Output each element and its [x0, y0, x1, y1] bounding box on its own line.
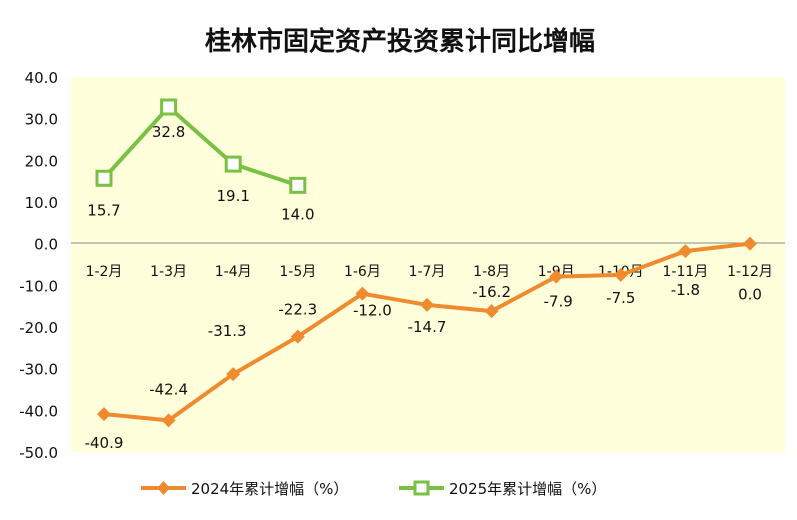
data-point[interactable] [484, 304, 499, 319]
data-point[interactable] [95, 169, 113, 187]
y-tick-label: -40.0 [19, 402, 58, 420]
data-label: 15.7 [87, 201, 120, 219]
diamond-marker-icon [157, 481, 170, 495]
data-label: -31.3 [208, 322, 247, 340]
data-label: -40.9 [85, 434, 124, 452]
series-line [102, 105, 299, 188]
y-tick-label: -20.0 [19, 319, 58, 337]
series-2024: -40.9 -42.4 -31.3 -22.3 -12.0 -14.7 -16.2 -7.9 -… [85, 236, 762, 452]
y-tick-label: -50.0 [19, 444, 58, 462]
legend: 2024年累计增幅（%） 2025年累计增幅（%） [141, 480, 606, 498]
chart-title: 桂林市固定资产投资累计同比增幅 [205, 26, 595, 57]
data-label: 32.8 [152, 123, 185, 141]
data-point[interactable] [160, 98, 178, 116]
legend-item-2024[interactable]: 2024年累计增幅（%） [141, 480, 348, 498]
data-point[interactable] [224, 155, 242, 173]
x-tick-label: 1-4月 [215, 264, 252, 280]
data-label: -12.0 [353, 302, 392, 320]
y-tick-label: 10.0 [25, 194, 58, 212]
data-point[interactable] [161, 413, 176, 428]
data-label: -1.8 [671, 281, 700, 299]
y-tick-label: 0.0 [34, 236, 58, 254]
data-point[interactable] [420, 297, 434, 312]
data-label: -7.9 [544, 293, 573, 311]
y-axis: 40.0 30.0 20.0 10.0 0.0 -10.0 -20.0 -30.0 -40.0 -… [19, 69, 58, 462]
data-point[interactable] [97, 407, 111, 422]
x-tick-label: 1-11月 [663, 264, 709, 280]
x-tick-label: 1-7月 [409, 264, 446, 280]
data-label: 19.1 [216, 187, 249, 205]
square-marker-icon [413, 480, 430, 496]
x-tick-label: 1-8月 [473, 264, 510, 280]
y-tick-label: -10.0 [19, 277, 58, 295]
legend-label-2025: 2025年累计增幅（%） [449, 480, 606, 498]
series-group: -40.9 -42.4 -31.3 -22.3 -12.0 -14.7 -16.2 -7.9 -… [85, 98, 762, 452]
y-tick-label: 30.0 [25, 111, 58, 129]
series-2025: 15.7 32.8 19.1 14.0 [87, 98, 315, 223]
plot-area [71, 77, 785, 452]
data-label: -22.3 [278, 301, 317, 319]
data-point[interactable] [290, 329, 305, 344]
data-point[interactable] [549, 269, 564, 284]
data-point[interactable] [678, 244, 693, 259]
legend-item-2025[interactable]: 2025年累计增幅（%） [399, 480, 606, 498]
data-point[interactable] [613, 267, 628, 282]
x-tick-label: 1-2月 [86, 264, 123, 280]
x-tick-label: 1-5月 [279, 264, 316, 280]
data-point[interactable] [289, 176, 307, 194]
x-tick-label: 1-12月 [727, 264, 773, 280]
y-tick-label: 40.0 [25, 69, 58, 87]
data-label: 14.0 [281, 205, 314, 223]
y-tick-label: 20.0 [25, 152, 58, 170]
legend-label-2024: 2024年累计增幅（%） [191, 480, 348, 498]
x-tick-label: 1-3月 [150, 264, 187, 280]
data-point[interactable] [355, 286, 370, 301]
data-label: 0.0 [738, 286, 762, 304]
data-point[interactable] [743, 236, 757, 251]
data-label: -42.4 [149, 380, 188, 398]
data-label: -16.2 [472, 283, 511, 301]
y-tick-label: -30.0 [19, 361, 58, 379]
data-label: -14.7 [408, 318, 447, 336]
data-point[interactable] [226, 367, 241, 382]
data-label: -7.5 [606, 289, 635, 307]
x-tick-label: 1-6月 [344, 264, 381, 280]
